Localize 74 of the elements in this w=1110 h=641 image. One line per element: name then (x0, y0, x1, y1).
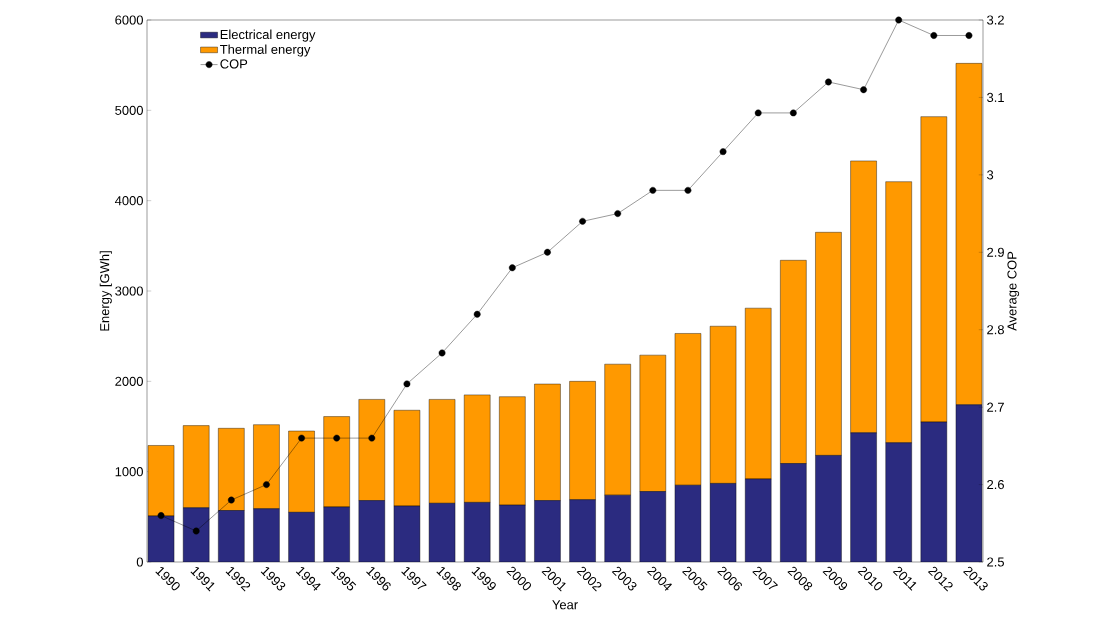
bar (429, 503, 456, 562)
point (438, 349, 446, 357)
point (368, 434, 376, 442)
point (508, 264, 516, 272)
y2-tick-label: 3.1 (987, 92, 1004, 103)
y-tick-label: 0 (136, 557, 143, 567)
bar (323, 416, 350, 508)
point (789, 109, 797, 117)
point (649, 186, 657, 194)
y-tick-label: 6000 (115, 15, 143, 25)
point (684, 186, 692, 194)
bar (534, 500, 561, 562)
point (544, 248, 551, 256)
bar (464, 502, 491, 562)
x-axis-title: Year (552, 600, 578, 610)
bar (955, 404, 983, 562)
point (825, 78, 832, 86)
bar (358, 500, 385, 562)
point (579, 217, 586, 225)
point (965, 32, 973, 39)
legend-label: Electrical energy (220, 29, 316, 42)
y2-tick-label: 3.2 (987, 15, 1004, 25)
bar (815, 455, 842, 562)
point (473, 310, 481, 318)
bar (323, 506, 350, 562)
bar (745, 478, 772, 562)
bar (253, 508, 280, 562)
bar (183, 507, 210, 562)
bar (885, 442, 912, 562)
y2-tick-label: 2.9 (987, 247, 1004, 257)
point (227, 496, 235, 504)
y2-tick-label: 2.6 (987, 479, 1004, 490)
y2-tick-label: 3 (987, 170, 994, 180)
y-tick-label: 1000 (115, 467, 143, 477)
bar (780, 463, 807, 562)
legend-label: Thermal energy (220, 44, 311, 57)
point (192, 527, 200, 535)
bar (253, 424, 280, 509)
y-tick-label: 4000 (114, 196, 143, 206)
bar (920, 421, 947, 562)
bar (674, 485, 701, 562)
point (263, 481, 270, 488)
y-axis-title: Energy [GWh] (99, 251, 112, 331)
bar (710, 483, 737, 562)
point (614, 210, 622, 217)
bar (604, 495, 631, 562)
bar (182, 425, 210, 508)
point (157, 512, 165, 519)
y2-tick-label: 2.8 (987, 325, 1004, 335)
point (860, 86, 867, 94)
y2-axis-title: Average COP (1007, 251, 1020, 331)
y-tick-label: 2000 (115, 376, 143, 386)
x-tick-label: 1997 (401, 567, 427, 590)
point (403, 380, 411, 388)
y2-tick-label: 2.7 (987, 402, 1004, 412)
point (754, 109, 762, 117)
y-tick-label: 3000 (115, 286, 143, 296)
bar (288, 430, 315, 513)
bar (288, 512, 315, 562)
point (298, 434, 305, 442)
bar (569, 499, 596, 562)
y-tick-label: 5000 (115, 105, 143, 115)
point (930, 32, 938, 39)
point (719, 148, 727, 156)
bar (499, 505, 526, 562)
y2-tick-label: 2.5 (987, 557, 1004, 567)
bar (639, 491, 666, 562)
point (895, 16, 903, 24)
bar (218, 510, 245, 562)
bar (393, 410, 421, 507)
bar (218, 428, 245, 511)
legend-label: COP (220, 59, 248, 69)
point (333, 434, 341, 442)
bar (850, 432, 877, 562)
